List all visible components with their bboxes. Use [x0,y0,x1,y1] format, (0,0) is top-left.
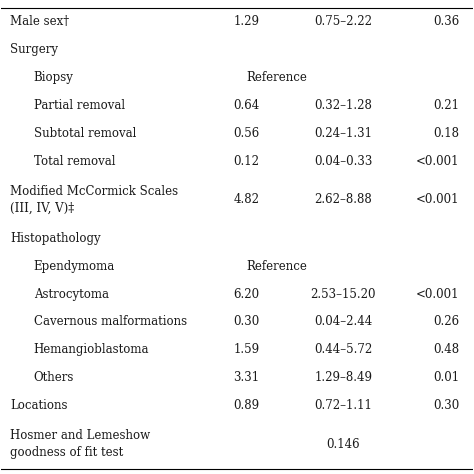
Text: 0.18: 0.18 [433,127,459,140]
Text: Biopsy: Biopsy [34,71,73,84]
Text: 0.04–2.44: 0.04–2.44 [314,316,373,328]
Text: Total removal: Total removal [34,155,115,168]
Text: Male sex†: Male sex† [10,15,69,28]
Text: 0.64: 0.64 [233,99,260,112]
Text: Locations: Locations [10,399,68,412]
Text: Subtotal removal: Subtotal removal [34,127,136,140]
Text: Hemangioblastoma: Hemangioblastoma [34,343,149,356]
Text: 0.12: 0.12 [234,155,259,168]
Text: 0.75–2.22: 0.75–2.22 [314,15,373,28]
Text: 0.44–5.72: 0.44–5.72 [314,343,373,356]
Text: Hosmer and Lemeshow
goodness of fit test: Hosmer and Lemeshow goodness of fit test [10,429,150,459]
Text: <0.001: <0.001 [416,288,459,301]
Text: 6.20: 6.20 [233,288,259,301]
Text: Partial removal: Partial removal [34,99,125,112]
Text: 0.146: 0.146 [327,438,360,451]
Text: 3.31: 3.31 [233,371,259,384]
Text: <0.001: <0.001 [416,193,459,206]
Text: 0.36: 0.36 [433,15,459,28]
Text: 0.04–0.33: 0.04–0.33 [314,155,373,168]
Text: 0.56: 0.56 [233,127,260,140]
Text: 0.30: 0.30 [233,316,260,328]
Text: <0.001: <0.001 [416,155,459,168]
Text: 0.89: 0.89 [233,399,259,412]
Text: 0.01: 0.01 [433,371,459,384]
Text: Others: Others [34,371,74,384]
Text: 4.82: 4.82 [234,193,259,206]
Text: Astrocytoma: Astrocytoma [34,288,109,301]
Text: 0.26: 0.26 [433,316,459,328]
Text: Ependymoma: Ependymoma [34,260,115,273]
Text: Modified McCormick Scales
(III, IV, V)‡: Modified McCormick Scales (III, IV, V)‡ [10,185,178,215]
Text: Cavernous malformations: Cavernous malformations [34,316,187,328]
Text: 1.29–8.49: 1.29–8.49 [314,371,373,384]
Text: Reference: Reference [246,71,307,84]
Text: Histopathology: Histopathology [10,232,101,245]
Text: Reference: Reference [246,260,307,273]
Text: 1.29: 1.29 [234,15,259,28]
Text: Surgery: Surgery [10,43,58,56]
Text: 0.48: 0.48 [433,343,459,356]
Text: 2.53–15.20: 2.53–15.20 [310,288,376,301]
Text: 0.24–1.31: 0.24–1.31 [314,127,373,140]
Text: 0.21: 0.21 [433,99,459,112]
Text: 0.32–1.28: 0.32–1.28 [314,99,372,112]
Text: 2.62–8.88: 2.62–8.88 [314,193,372,206]
Text: 1.59: 1.59 [233,343,259,356]
Text: 0.30: 0.30 [433,399,459,412]
Text: 0.72–1.11: 0.72–1.11 [314,399,372,412]
